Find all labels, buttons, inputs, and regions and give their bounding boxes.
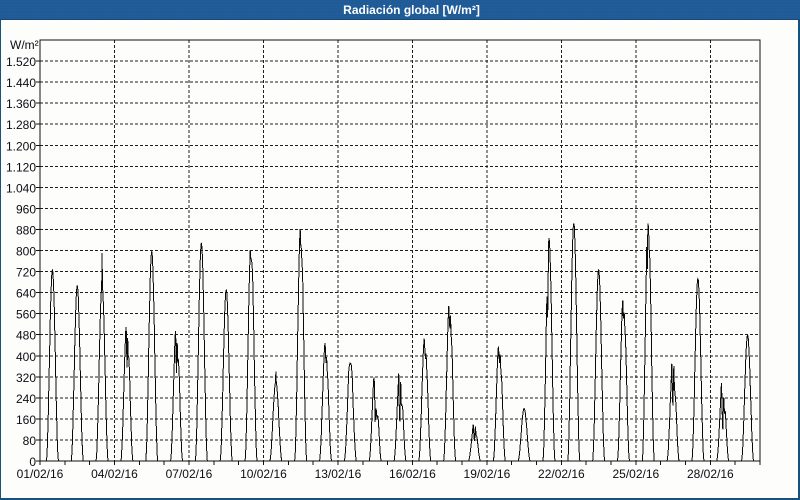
svg-text:1.520: 1.520 <box>6 55 36 69</box>
svg-text:16/02/16: 16/02/16 <box>389 467 436 481</box>
svg-text:1.360: 1.360 <box>6 97 36 111</box>
svg-text:960: 960 <box>16 202 36 216</box>
svg-text:22/02/16: 22/02/16 <box>538 467 585 481</box>
svg-text:1.120: 1.120 <box>6 160 36 174</box>
svg-text:07/02/16: 07/02/16 <box>166 467 213 481</box>
svg-text:13/02/16: 13/02/16 <box>315 467 362 481</box>
svg-text:25/02/16: 25/02/16 <box>613 467 660 481</box>
svg-text:1.040: 1.040 <box>6 181 36 195</box>
svg-text:1.280: 1.280 <box>6 118 36 132</box>
svg-text:W/m²: W/m² <box>10 38 39 52</box>
svg-text:400: 400 <box>16 350 36 364</box>
svg-text:28/02/16: 28/02/16 <box>687 467 734 481</box>
svg-text:0: 0 <box>29 455 36 469</box>
svg-text:1.200: 1.200 <box>6 139 36 153</box>
svg-text:560: 560 <box>16 308 36 322</box>
svg-text:04/02/16: 04/02/16 <box>91 467 138 481</box>
svg-text:01/02/16: 01/02/16 <box>17 467 64 481</box>
svg-text:10/02/16: 10/02/16 <box>240 467 287 481</box>
svg-text:720: 720 <box>16 266 36 280</box>
svg-text:80: 80 <box>23 434 37 448</box>
svg-text:1.440: 1.440 <box>6 76 36 90</box>
svg-text:240: 240 <box>16 392 36 406</box>
svg-text:480: 480 <box>16 329 36 343</box>
svg-text:800: 800 <box>16 245 36 259</box>
svg-text:19/02/16: 19/02/16 <box>464 467 511 481</box>
svg-text:160: 160 <box>16 413 36 427</box>
svg-text:640: 640 <box>16 287 36 301</box>
svg-text:320: 320 <box>16 371 36 385</box>
svg-text:880: 880 <box>16 223 36 237</box>
